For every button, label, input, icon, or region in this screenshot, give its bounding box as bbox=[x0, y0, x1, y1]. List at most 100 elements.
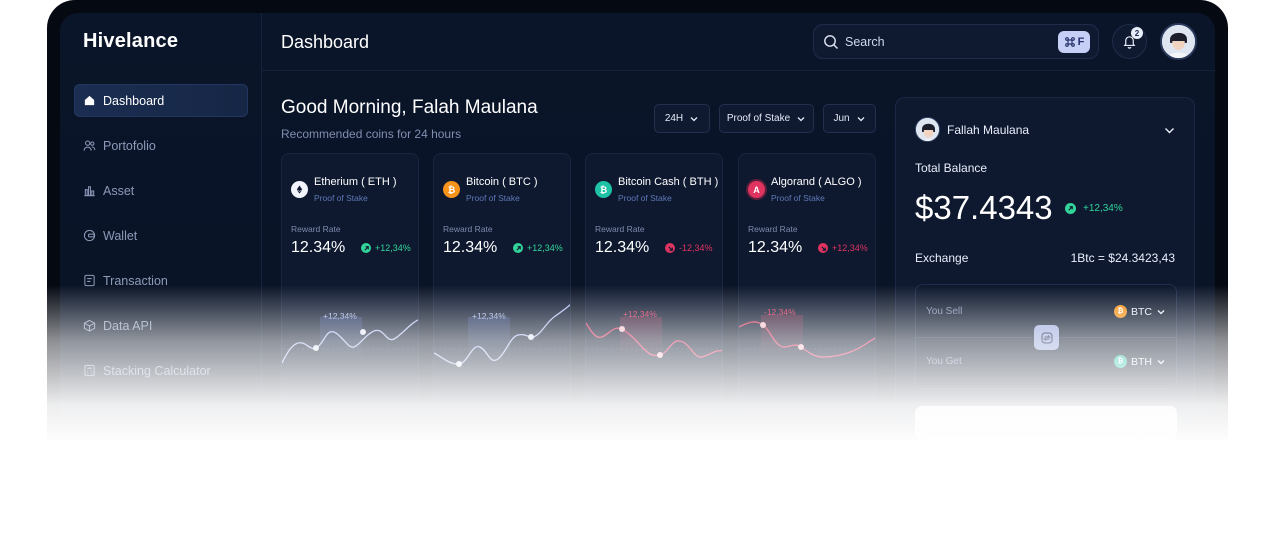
consensus-value: Proof of Stake bbox=[726, 113, 791, 124]
user-avatar[interactable] bbox=[1160, 23, 1197, 60]
receipt-icon bbox=[82, 274, 96, 288]
reward-change: +12,34% bbox=[361, 243, 411, 253]
chart-line bbox=[739, 321, 875, 358]
sidebar-item-wallet[interactable]: Wallet bbox=[74, 219, 248, 252]
exchange-label: Exchange bbox=[915, 251, 969, 265]
get-coin-value: BTH bbox=[1131, 355, 1152, 368]
coin-card-bth[interactable]: ₿ Bitcoin Cash ( BTH ) Proof of Stake Re… bbox=[585, 153, 723, 413]
arrow-down-icon bbox=[818, 243, 828, 253]
search-input[interactable] bbox=[845, 34, 1045, 49]
sparkline-chart bbox=[282, 317, 418, 364]
coin-name: Bitcoin Cash ( BTH ) bbox=[618, 176, 719, 188]
month-value: Jun bbox=[833, 113, 850, 124]
coin-name: Etherium ( ETH ) bbox=[314, 176, 397, 188]
swap-icon bbox=[1040, 331, 1053, 344]
search-shortcut-badge: F bbox=[1058, 31, 1090, 53]
sparkline-chart bbox=[739, 315, 875, 361]
users-icon bbox=[82, 139, 96, 153]
time-range-dropdown[interactable]: 24H bbox=[654, 104, 710, 133]
device-frame: Hivelance Dashboard Portofolio bbox=[47, 0, 1228, 440]
sidebar-item-portofolio[interactable]: Portofolio bbox=[74, 129, 248, 162]
sidebar-item-data-api[interactable]: Data API bbox=[74, 309, 248, 342]
sidebar-item-dashboard[interactable]: Dashboard bbox=[74, 84, 248, 117]
chart-highlight-band bbox=[761, 315, 803, 361]
reward-rate-label: Reward Rate bbox=[748, 224, 798, 234]
balance-panel: Fallah Maulana Total Balance $37.4343 +1… bbox=[895, 97, 1195, 440]
notification-button[interactable]: 2 bbox=[1112, 24, 1147, 59]
get-label: You Get bbox=[926, 356, 962, 367]
chevron-down-icon bbox=[1157, 359, 1165, 364]
total-balance-value: $37.4343 bbox=[915, 189, 1053, 226]
exchange-submit-button[interactable] bbox=[915, 406, 1177, 440]
coin-type: Proof of Stake bbox=[771, 193, 825, 203]
sidebar-item-label: Wallet bbox=[103, 228, 138, 243]
chevron-down-icon bbox=[1157, 309, 1165, 314]
wallet-icon bbox=[82, 229, 96, 243]
reward-rate-value: 12.34% bbox=[443, 239, 498, 256]
total-balance-label: Total Balance bbox=[915, 161, 988, 175]
top-bar: Dashboard F 2 bbox=[262, 13, 1215, 71]
get-coin-select[interactable]: ₿ BTH bbox=[1114, 355, 1166, 368]
reward-change-value: +12,34% bbox=[832, 243, 868, 253]
chart-point bbox=[456, 361, 462, 367]
chart-point bbox=[313, 345, 319, 351]
reward-rate-label: Reward Rate bbox=[595, 224, 645, 234]
command-key-icon bbox=[1064, 37, 1075, 47]
reward-rate-value: 12.34% bbox=[595, 239, 650, 256]
chart-point bbox=[657, 352, 663, 358]
coin-type: Proof of Stake bbox=[466, 193, 520, 203]
chart-bars-icon bbox=[82, 184, 96, 198]
sidebar-item-label: Data API bbox=[103, 318, 153, 333]
sell-coin-select[interactable]: ₿ BTC bbox=[1114, 305, 1166, 318]
chart-point bbox=[360, 329, 366, 335]
algorand-logo-icon: A bbox=[748, 181, 765, 198]
reward-rate-label: Reward Rate bbox=[443, 224, 493, 234]
reward-rate-value: 12.34% bbox=[748, 239, 803, 256]
greeting-heading: Good Morning, Falah Maulana bbox=[281, 97, 538, 118]
sidebar-item-transaction[interactable]: Transaction bbox=[74, 264, 248, 297]
chart-highlight-band bbox=[468, 317, 510, 361]
arrow-up-icon bbox=[361, 243, 371, 253]
chevron-down-icon[interactable] bbox=[1163, 124, 1176, 137]
coin-card-btc[interactable]: ₿ Bitcoin ( BTC ) Proof of Stake Reward … bbox=[433, 153, 571, 413]
reward-change: -12,34% bbox=[665, 243, 713, 253]
bitcoin-logo-icon: ₿ bbox=[1114, 305, 1127, 318]
reward-change-value: +12,34% bbox=[527, 243, 563, 253]
consensus-dropdown[interactable]: Proof of Stake bbox=[719, 104, 814, 133]
arrow-up-icon bbox=[513, 243, 523, 253]
sidebar-item-stacking-calculator[interactable]: Stacking Calculator bbox=[74, 354, 248, 387]
person-avatar-icon bbox=[1162, 25, 1195, 58]
sidebar-item-asset[interactable]: Asset bbox=[74, 174, 248, 207]
swap-button[interactable] bbox=[1034, 325, 1059, 350]
time-range-value: 24H bbox=[664, 113, 684, 124]
coin-card-algo[interactable]: A Algorand ( ALGO ) Proof of Stake Rewar… bbox=[738, 153, 876, 413]
chart-highlight-band bbox=[620, 317, 662, 361]
chart-point bbox=[528, 334, 534, 340]
bitcoin-logo-icon: ₿ bbox=[443, 181, 460, 198]
calculator-icon bbox=[82, 364, 96, 378]
balance-change-value: +12,34% bbox=[1083, 203, 1123, 214]
search-bar[interactable]: F bbox=[813, 24, 1099, 59]
ethereum-logo-icon bbox=[291, 181, 308, 198]
month-dropdown[interactable]: Jun bbox=[823, 104, 876, 133]
panel-user-name: Fallah Maulana bbox=[947, 123, 1030, 137]
chart-highlight-band bbox=[320, 317, 362, 361]
sidebar-nav: Dashboard Portofolio Asset bbox=[74, 84, 248, 399]
sidebar-item-label: Portofolio bbox=[103, 138, 156, 153]
sidebar: Hivelance Dashboard Portofolio bbox=[60, 13, 262, 440]
sidebar-item-label: Asset bbox=[103, 183, 135, 198]
search-icon bbox=[824, 34, 838, 49]
reward-change: +12,34% bbox=[513, 243, 563, 253]
coin-card-eth[interactable]: Etherium ( ETH ) Proof of Stake Reward R… bbox=[281, 153, 419, 413]
chart-point bbox=[619, 326, 625, 332]
swap-form: You Sell ₿ BTC You Get ₿ BTH bbox=[915, 284, 1177, 389]
notification-count-badge: 2 bbox=[1131, 27, 1143, 39]
chart-point bbox=[798, 344, 804, 350]
bell-icon bbox=[1123, 36, 1136, 49]
chevron-down-icon bbox=[797, 116, 805, 121]
reward-rate-value: 12.34% bbox=[291, 239, 346, 256]
exchange-rate: 1Btc = $24.3423,43 bbox=[1070, 251, 1175, 265]
sell-label: You Sell bbox=[926, 306, 963, 317]
panel-user-avatar bbox=[915, 117, 940, 142]
sell-coin-value: BTC bbox=[1131, 305, 1152, 318]
